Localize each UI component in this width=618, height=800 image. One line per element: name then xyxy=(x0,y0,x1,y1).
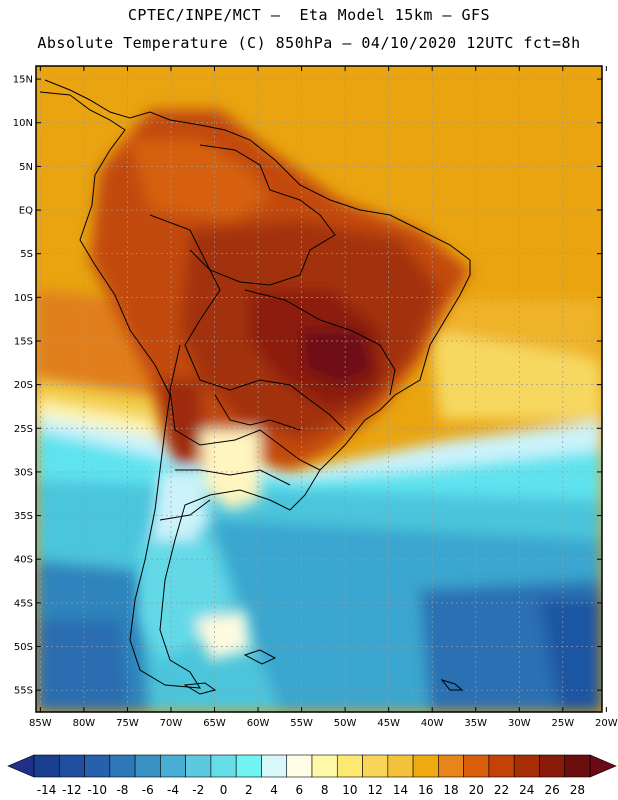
lon-tick-label: 85W xyxy=(29,718,52,729)
lon-tick-label: 35W xyxy=(464,718,487,729)
colorbar-swatch xyxy=(336,754,363,778)
lat-tick-label: 35S xyxy=(14,511,33,522)
colorbar-label: -14 xyxy=(37,783,57,797)
coastlines xyxy=(39,79,471,695)
colorbar-label: -12 xyxy=(62,783,82,797)
colorbar-swatch xyxy=(412,754,439,778)
colorbar-swatch xyxy=(286,754,313,778)
colorbar-swatch xyxy=(33,754,60,778)
colorbar-swatch xyxy=(387,754,414,778)
lon-tick-label: 60W xyxy=(247,718,270,729)
colorbar-label: 14 xyxy=(393,783,408,797)
colorbar-over-arrow xyxy=(589,754,617,778)
colorbar-label: 6 xyxy=(296,783,304,797)
colorbar-label: 20 xyxy=(469,783,484,797)
colorbar-swatch xyxy=(160,754,186,778)
colorbar-label: 28 xyxy=(570,783,585,797)
lon-tick-label: 50W xyxy=(334,718,357,729)
lon-tick-label: 30W xyxy=(508,718,531,729)
lat-tick-label: 25S xyxy=(14,424,33,435)
colorbar-label: -2 xyxy=(192,783,204,797)
colorbar-swatch xyxy=(438,754,464,778)
colorbar-swatch xyxy=(564,754,591,778)
colorbar-swatch xyxy=(134,754,161,778)
colorbar-swatch xyxy=(109,754,136,778)
colorbar-swatch xyxy=(488,754,515,778)
colorbar-swatch xyxy=(311,754,338,778)
colorbar-label: 26 xyxy=(544,783,559,797)
colorbar-label: 0 xyxy=(220,783,228,797)
title-line-2: Absolute Temperature (C) 850hPa – 04/10/… xyxy=(37,34,581,52)
graticule xyxy=(36,66,602,712)
lat-tick-label: 5S xyxy=(20,249,33,260)
lon-tick-label: 20W xyxy=(595,718,618,729)
colorbar-swatch xyxy=(362,754,389,778)
lon-tick-label: 55W xyxy=(290,718,313,729)
colorbar-label: 4 xyxy=(270,783,278,797)
colorbar-swatch xyxy=(463,754,490,778)
latitude-axis: 15N 10N 5N EQ 5S 10S 15S 20S 25S 30S 35S 40S 45S 50S 5… xyxy=(13,75,602,697)
lon-tick-label: 75W xyxy=(116,718,139,729)
lat-tick-label: 20S xyxy=(14,380,33,391)
colorbar-label: 10 xyxy=(342,783,357,797)
colorbar-label: -4 xyxy=(167,783,179,797)
colorbar-label: -10 xyxy=(87,783,107,797)
lat-tick-label: 10S xyxy=(14,293,33,304)
colorbar-label: -8 xyxy=(116,783,128,797)
colorbar-swatch xyxy=(513,754,540,778)
colorbar-swatch xyxy=(210,754,237,778)
colorbar-label: 12 xyxy=(368,783,383,797)
lat-tick-label: 5N xyxy=(19,162,33,173)
lat-tick-label: 50S xyxy=(14,642,33,653)
lat-tick-label: 10N xyxy=(13,118,33,129)
lat-tick-label: 40S xyxy=(14,555,33,566)
colorbar-label: 18 xyxy=(443,783,458,797)
lat-tick-label: EQ xyxy=(19,206,33,217)
colorbar-swatch xyxy=(261,754,288,778)
lat-tick-label: 30S xyxy=(14,467,33,478)
colorbar-label: -6 xyxy=(142,783,154,797)
colorbar-swatch xyxy=(185,754,212,778)
lat-tick-label: 55S xyxy=(14,686,33,697)
lat-tick-label: 45S xyxy=(14,598,33,609)
lon-tick-label: 25W xyxy=(552,718,575,729)
colorbar-swatch xyxy=(58,754,85,778)
title-line-1: CPTEC/INPE/MCT – Eta Model 15km – GFS xyxy=(127,6,491,24)
longitude-axis: 85W 80W 75W 70W 65W 60W 55W 50W 45W 40W 35W 30W 25W 2… xyxy=(29,66,618,729)
colorbar-swatch xyxy=(235,754,262,778)
lon-tick-label: 80W xyxy=(73,718,96,729)
colorbar-swatch xyxy=(539,754,566,778)
lon-tick-label: 45W xyxy=(377,718,400,729)
lon-tick-label: 65W xyxy=(203,718,226,729)
plot-frame xyxy=(35,65,603,713)
colorbar-label: 16 xyxy=(418,783,433,797)
colorbar-label: 24 xyxy=(519,783,534,797)
lon-tick-label: 70W xyxy=(160,718,183,729)
lon-tick-label: 40W xyxy=(421,718,444,729)
lat-tick-label: 15N xyxy=(13,75,33,86)
lat-tick-label: 15S xyxy=(14,336,33,347)
temperature-field xyxy=(36,66,602,712)
colorbar: -14 -12 -10 -8 -6 -4 -2 0 2 4 6 8 10 12 14 16 18 20 22 24 26… xyxy=(7,754,617,797)
colorbar-label: 8 xyxy=(321,783,329,797)
colorbar-under-arrow xyxy=(7,754,35,778)
colorbar-label: 2 xyxy=(245,783,253,797)
colorbar-label: 22 xyxy=(494,783,509,797)
colorbar-swatch xyxy=(84,754,111,778)
